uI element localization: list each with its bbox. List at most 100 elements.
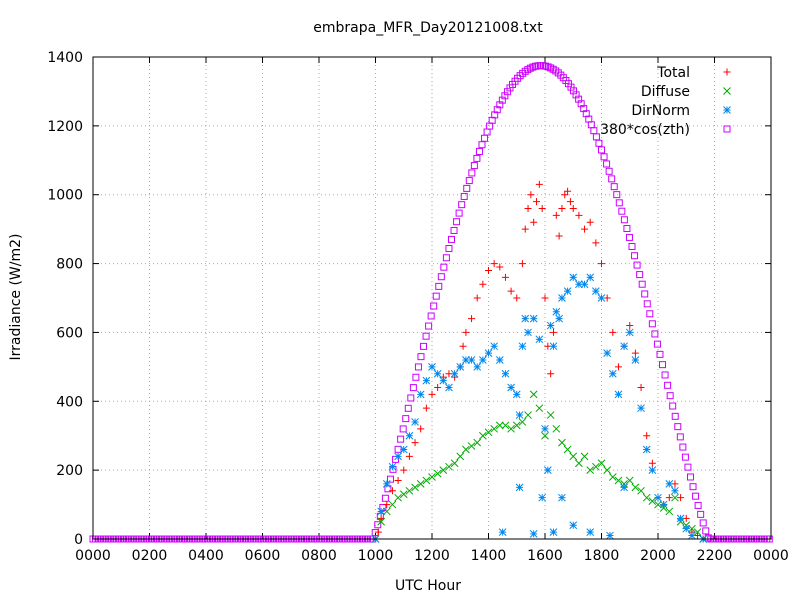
curve-point: [447, 235, 455, 243]
total-point: [566, 198, 574, 206]
dirnorm-point: [478, 356, 487, 364]
dirnorm-point: [603, 349, 612, 357]
dirnorm-point: [552, 307, 561, 316]
diffuse-point: [473, 438, 482, 447]
curve-point: [651, 330, 659, 338]
total-point: [549, 328, 557, 336]
dirnorm-point: [665, 480, 674, 488]
total-point: [530, 218, 538, 226]
diffuse-point: [445, 462, 453, 471]
dirnorm-point: [428, 363, 436, 371]
dirnorm-point: [521, 314, 530, 323]
curve-point: [674, 423, 682, 431]
total-point: [643, 432, 651, 440]
x-tick-label: 1000: [358, 548, 394, 564]
diffuse-point: [518, 418, 527, 426]
curve-point: [620, 216, 628, 224]
curve-point: [666, 392, 674, 400]
x-tick-label: 1200: [414, 548, 450, 564]
curve-point: [605, 167, 613, 175]
curve-point: [661, 371, 669, 379]
total-point: [459, 342, 467, 350]
legend-marker: [723, 125, 731, 133]
y-tick-label: 0: [74, 532, 83, 548]
curve-point: [684, 463, 692, 471]
dirnorm-point: [569, 273, 578, 282]
y-tick-label: 600: [56, 325, 83, 341]
dirnorm-point: [631, 356, 640, 364]
x-tick-label: 1600: [527, 548, 563, 564]
dirnorm-point: [388, 462, 397, 471]
curve-point: [643, 300, 651, 308]
curve-point: [669, 402, 677, 410]
legend-label: Diffuse: [641, 84, 690, 100]
dirnorm-point: [614, 390, 623, 399]
diffuse-point: [382, 507, 391, 516]
diffuse-point: [546, 411, 555, 419]
dirnorm-point: [558, 493, 566, 502]
diffuse-point: [625, 476, 634, 485]
curve-point: [468, 169, 476, 177]
total-point: [555, 232, 563, 240]
curve-point: [692, 492, 700, 500]
dirnorm-point: [467, 356, 476, 364]
total-point: [496, 263, 504, 271]
y-tick-label: 1400: [47, 50, 83, 66]
curve-point: [636, 271, 644, 279]
x-tick-label: 2200: [697, 548, 733, 564]
dirnorm-point: [507, 383, 515, 392]
dirnorm-point: [625, 328, 634, 337]
diffuse-point: [688, 524, 696, 533]
legend-marker: [723, 106, 731, 114]
total-point: [485, 266, 492, 274]
total-point: [609, 328, 617, 336]
total-point: [405, 452, 413, 460]
curve-point: [603, 160, 611, 168]
diffuse-point: [428, 473, 436, 481]
curve-point: [399, 425, 407, 433]
diffuse-point: [693, 528, 702, 536]
dirnorm-point: [538, 493, 547, 502]
curve-point: [386, 475, 394, 483]
dirnorm-point: [473, 363, 482, 371]
curve-point: [442, 254, 450, 262]
dirnorm-point: [405, 431, 414, 440]
dirnorm-point: [450, 369, 459, 378]
curve-point: [481, 134, 489, 142]
curve-point: [422, 332, 430, 340]
diffuse-point: [591, 462, 600, 471]
dirnorm-point: [591, 287, 600, 295]
diffuse-point: [484, 428, 493, 437]
curve-point: [697, 510, 705, 518]
diffuse-point: [642, 493, 651, 502]
total-point: [648, 459, 656, 467]
dirnorm-point: [606, 531, 614, 540]
curve-point: [679, 443, 687, 451]
curve-point: [613, 191, 621, 199]
y-tick-label: 800: [56, 257, 83, 273]
diffuse-point: [631, 483, 640, 492]
dirnorm-point: [620, 342, 628, 351]
curve-point: [425, 322, 433, 330]
dirnorm-point: [620, 483, 628, 492]
total-point: [527, 191, 535, 199]
dirnorm-point: [549, 528, 558, 536]
diffuse-point: [478, 431, 487, 440]
curve-point: [676, 433, 684, 441]
diffuse-point: [450, 459, 459, 468]
diffuse-point: [394, 493, 402, 502]
y-tick-label: 1200: [47, 119, 83, 135]
curve-point: [450, 226, 458, 234]
diffuse-point: [439, 466, 448, 474]
total-point: [538, 204, 546, 212]
legend-label: Total: [656, 65, 690, 81]
total-point: [422, 404, 430, 412]
curve-point: [407, 394, 415, 402]
curve-point: [659, 361, 667, 369]
curve-point: [608, 175, 616, 183]
diffuse-point: [580, 452, 589, 461]
legend-label: 380*cos(zth): [600, 122, 690, 138]
dirnorm-point: [654, 493, 662, 502]
total-point: [586, 218, 594, 226]
